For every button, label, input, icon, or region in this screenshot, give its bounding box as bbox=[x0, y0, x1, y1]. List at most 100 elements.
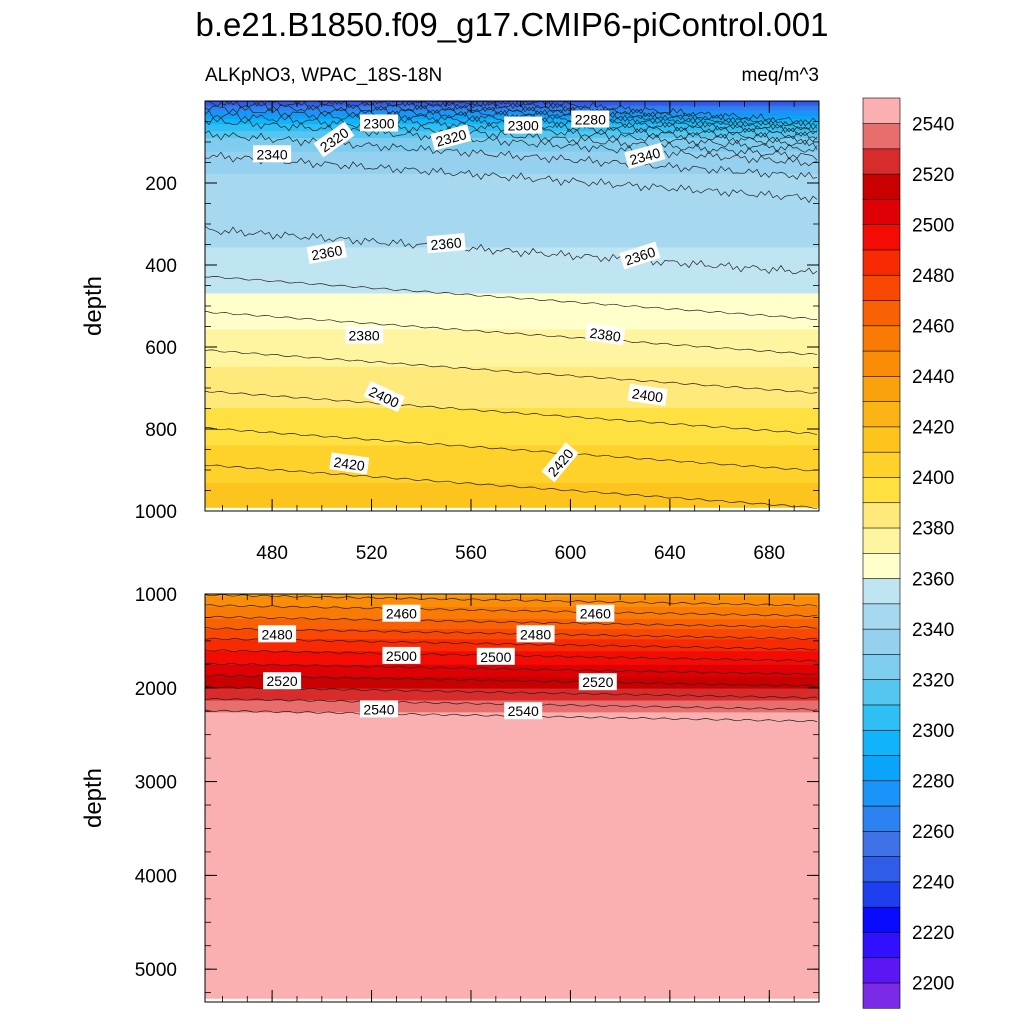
lower-band bbox=[205, 960, 819, 964]
upper-band bbox=[205, 308, 819, 312]
upper-band bbox=[205, 457, 819, 460]
colorbar-tick-label: 2460 bbox=[912, 317, 954, 338]
lower-band bbox=[205, 666, 819, 669]
upper-band bbox=[205, 225, 819, 228]
upper-band bbox=[205, 382, 819, 385]
lower-band bbox=[205, 729, 819, 732]
upper-x-tick-label: 560 bbox=[455, 543, 487, 564]
colorbar-tick-label: 2240 bbox=[912, 873, 954, 894]
upper-band bbox=[205, 274, 819, 278]
upper-band bbox=[205, 202, 819, 206]
upper-band bbox=[205, 413, 819, 416]
upper-band bbox=[205, 247, 819, 250]
upper-band bbox=[205, 498, 819, 501]
upper-band bbox=[205, 366, 819, 370]
lower-band bbox=[205, 637, 819, 641]
lower-band bbox=[205, 914, 819, 918]
colorbar-swatch bbox=[862, 148, 901, 175]
contour-label-bg bbox=[382, 646, 421, 664]
upper-band bbox=[205, 168, 819, 172]
lower-band bbox=[205, 675, 819, 678]
lower-band bbox=[205, 856, 819, 860]
upper-band bbox=[205, 293, 819, 296]
lower-band bbox=[205, 994, 819, 998]
upper-band bbox=[205, 110, 819, 114]
lower-band bbox=[205, 625, 819, 629]
upper-band bbox=[205, 373, 819, 377]
upper-band bbox=[205, 377, 819, 380]
upper-band bbox=[205, 300, 819, 303]
upper-band bbox=[205, 151, 819, 155]
upper-band bbox=[205, 199, 819, 203]
lower-band bbox=[205, 935, 819, 938]
upper-band bbox=[205, 354, 819, 358]
lower-band bbox=[205, 850, 819, 853]
colorbar-swatch bbox=[862, 173, 901, 200]
upper-x-tick-label: 600 bbox=[555, 543, 587, 564]
contour-label-bg bbox=[426, 233, 466, 254]
upper-band bbox=[205, 143, 819, 146]
lower-band bbox=[205, 792, 819, 795]
upper-band bbox=[205, 231, 819, 235]
lower-band bbox=[205, 945, 819, 948]
contour-label-bg bbox=[504, 116, 543, 134]
lower-band bbox=[205, 624, 819, 627]
lower-band bbox=[205, 608, 819, 612]
upper-band bbox=[205, 165, 819, 168]
lower-band bbox=[205, 821, 819, 824]
lower-band bbox=[205, 734, 819, 737]
upper-band bbox=[205, 447, 819, 450]
upper-band bbox=[205, 156, 819, 160]
lower-band bbox=[205, 771, 819, 775]
lower-band bbox=[205, 697, 819, 700]
lower-band bbox=[205, 836, 819, 839]
upper-band bbox=[205, 503, 819, 507]
upper-band bbox=[205, 477, 819, 481]
contour-label-bg bbox=[541, 442, 579, 483]
colorbar-tick-label: 2420 bbox=[912, 418, 954, 439]
lower-band bbox=[205, 984, 819, 987]
contour-label-text: 2340 bbox=[628, 144, 662, 168]
upper-contour-label: 2360 bbox=[306, 240, 347, 264]
upper-band bbox=[205, 283, 819, 286]
upper-contour-line bbox=[364, 101, 818, 131]
upper-band bbox=[205, 501, 819, 505]
lower-band bbox=[205, 962, 819, 965]
lower-band bbox=[205, 748, 819, 751]
lower-band bbox=[205, 923, 819, 926]
lower-band bbox=[205, 889, 819, 892]
lower-band bbox=[205, 890, 819, 894]
contour-label-bg bbox=[619, 241, 661, 270]
colorbar-tick-label: 2300 bbox=[912, 721, 954, 742]
contour-label-bg bbox=[363, 380, 406, 413]
contour-label-bg bbox=[476, 647, 515, 665]
upper-band bbox=[205, 211, 819, 214]
colorbar-tick-label: 2320 bbox=[912, 670, 954, 691]
upper-band bbox=[205, 284, 819, 288]
upper-band bbox=[205, 481, 819, 484]
colorbar-tick-label: 2440 bbox=[912, 367, 954, 388]
lower-band bbox=[205, 788, 819, 792]
upper-x-tick-label: 640 bbox=[654, 543, 686, 564]
lower-band bbox=[205, 775, 819, 778]
upper-band bbox=[205, 436, 819, 440]
contour-label-bg bbox=[258, 625, 297, 643]
upper-band bbox=[205, 138, 819, 141]
lower-contour-label: 2480 bbox=[516, 625, 555, 643]
upper-band bbox=[205, 452, 819, 455]
upper-band bbox=[205, 399, 819, 402]
upper-band bbox=[205, 185, 819, 189]
upper-y-tick-label: 200 bbox=[145, 174, 177, 195]
upper-band bbox=[205, 491, 819, 495]
upper-band bbox=[205, 496, 819, 500]
upper-band bbox=[205, 419, 819, 423]
upper-band bbox=[205, 500, 819, 503]
upper-x-tick-label: 680 bbox=[753, 543, 785, 564]
upper-band bbox=[205, 442, 819, 445]
upper-band bbox=[205, 220, 819, 223]
lower-band bbox=[205, 868, 819, 872]
lower-band bbox=[205, 896, 819, 899]
lower-band bbox=[205, 870, 819, 873]
upper-band bbox=[205, 375, 819, 378]
lower-band bbox=[205, 933, 819, 936]
